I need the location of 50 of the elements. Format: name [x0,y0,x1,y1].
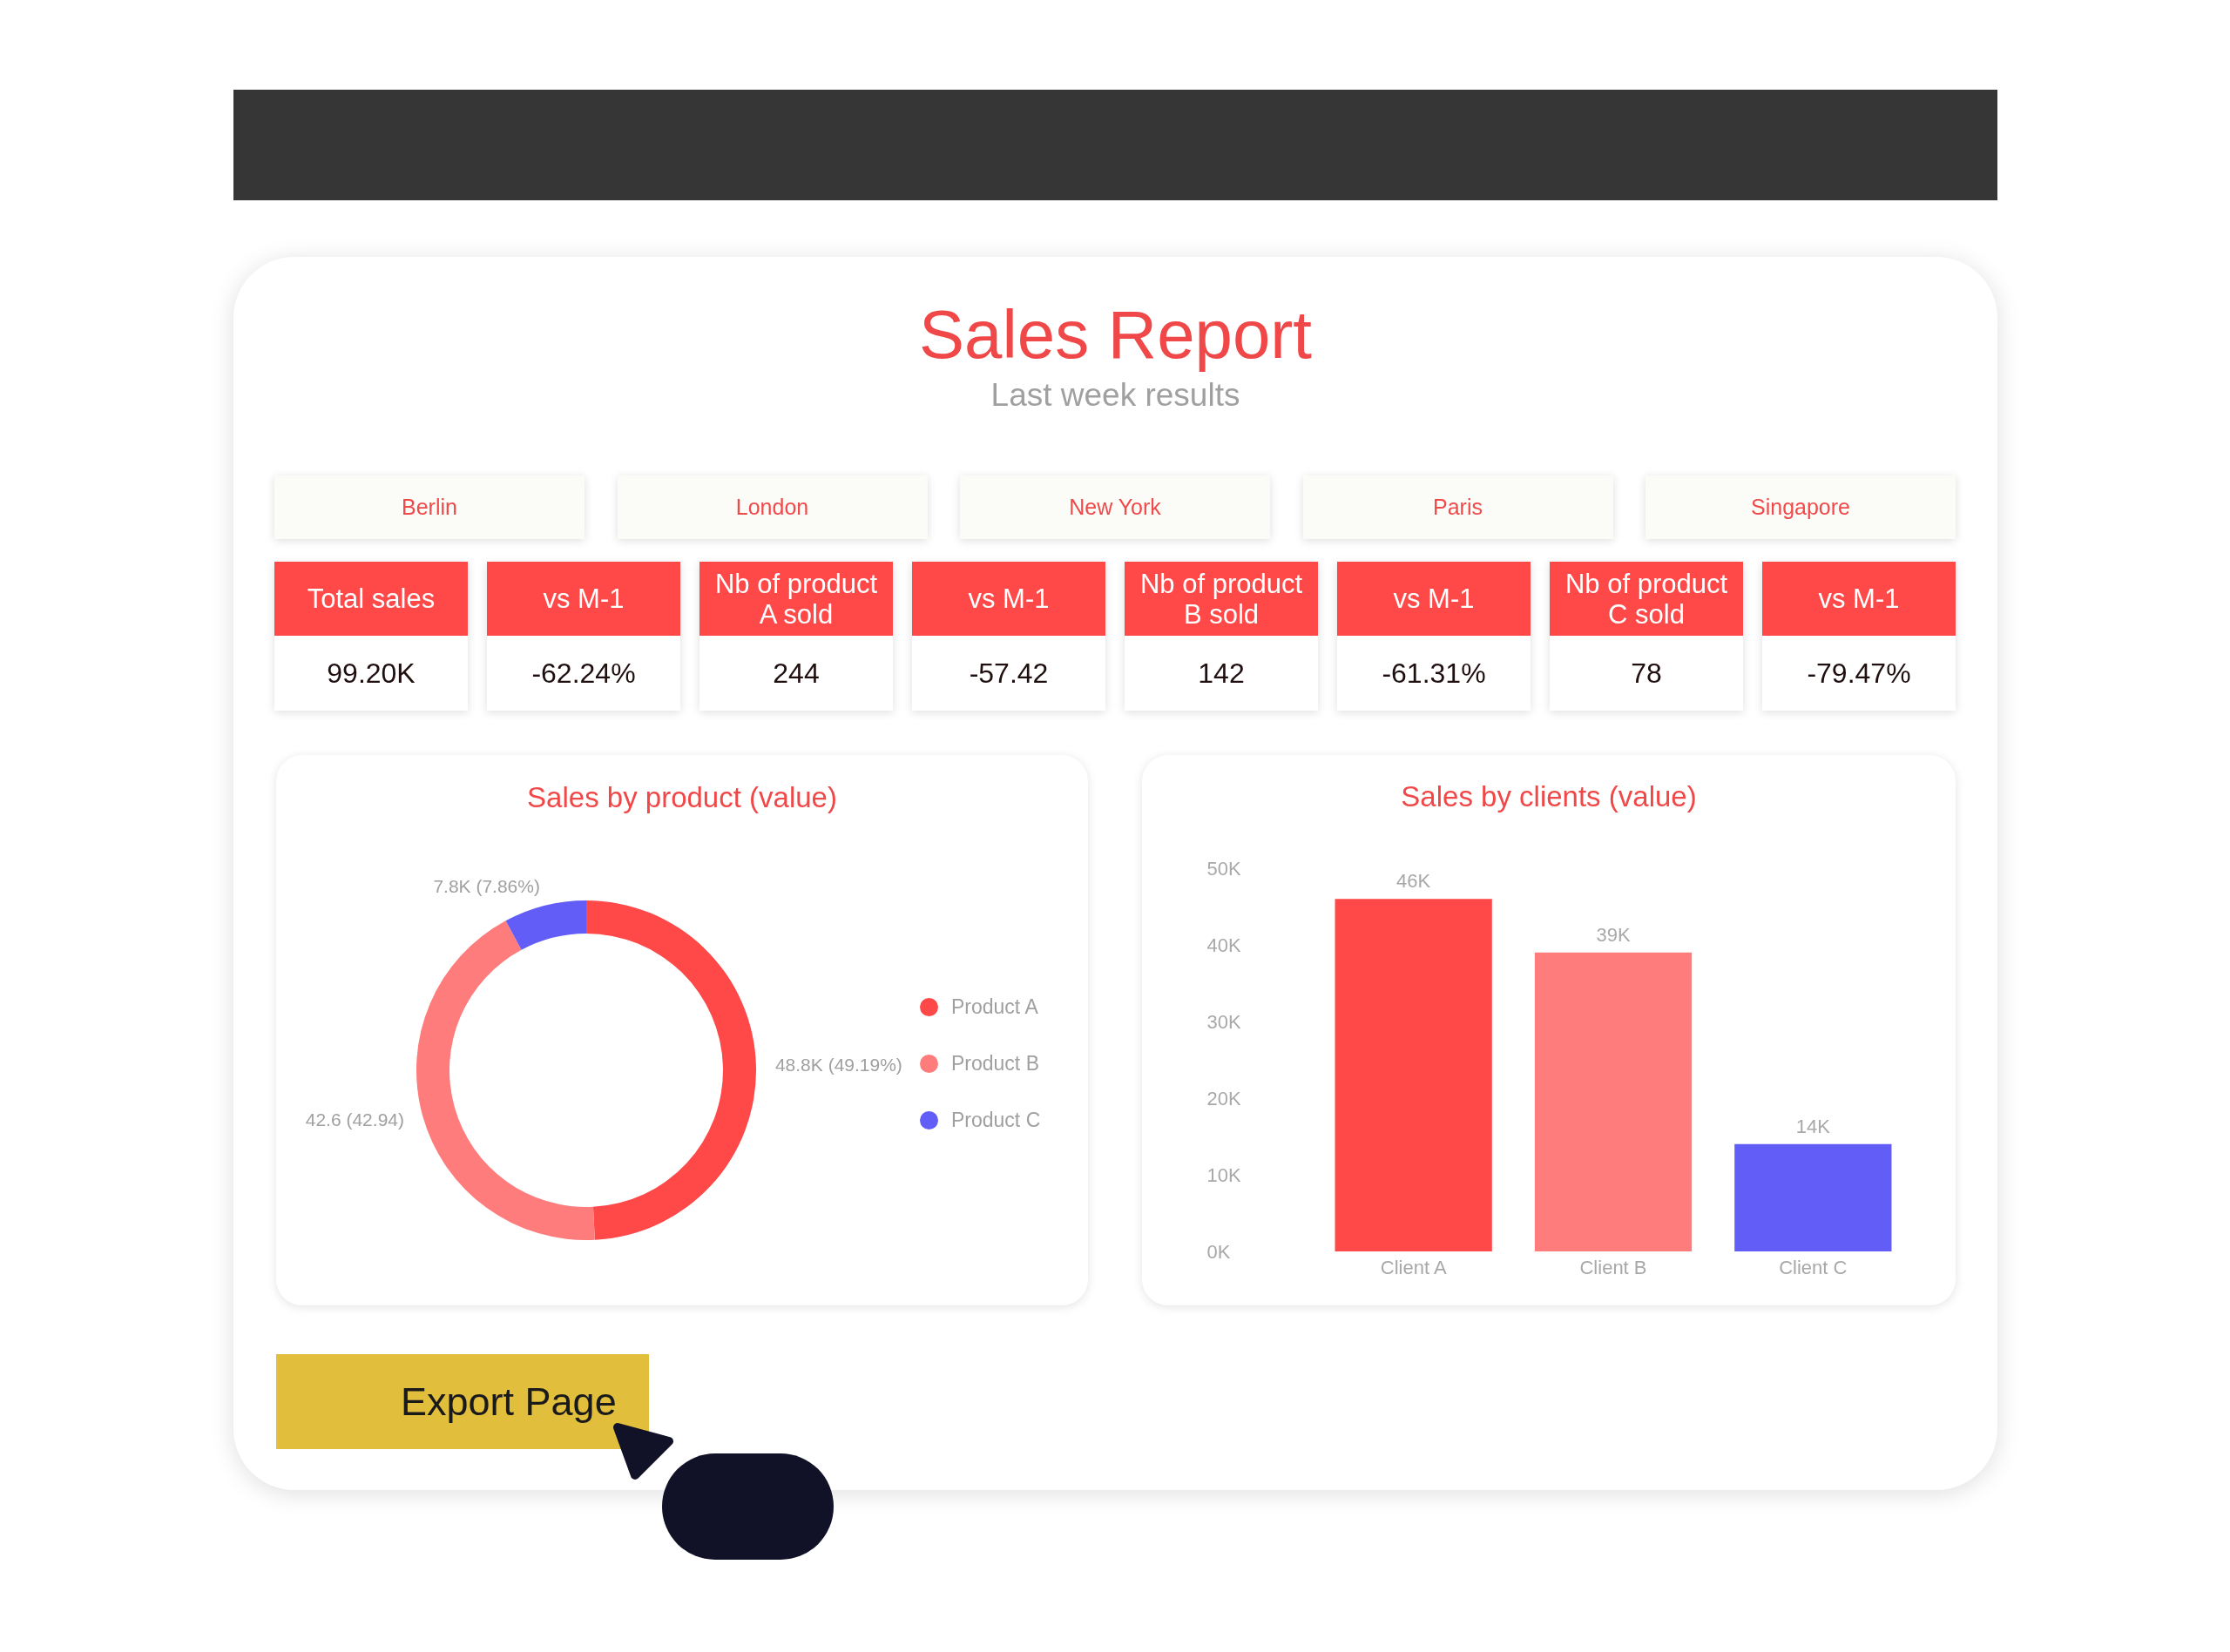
y-tick-label: 10K [1206,1163,1241,1186]
y-tick-label: 50K [1206,857,1241,880]
y-tick-label: 30K [1206,1010,1241,1033]
data-label: 14K [1795,1115,1831,1137]
text: 142 [1198,657,1245,690]
bar [1534,952,1693,1251]
x-tick-label: Client C [1779,1256,1848,1278]
tab[interactable]: Berlin [274,475,585,539]
text: 99.20K [327,657,416,690]
donut-slice [505,900,586,950]
text: -79.47% [1807,657,1911,690]
tab[interactable]: London [617,475,928,539]
donut-slice [416,920,595,1240]
text: Last week results [990,377,1241,413]
chart-title: Sales by product (value) [527,781,837,813]
text: vs M-1 [543,583,625,614]
text: vs M-1 [968,583,1050,614]
data-label: 39K [1596,923,1631,946]
text: vs M-1 [1818,583,1900,614]
y-tick-label: 20K [1206,1087,1241,1109]
x-tick-label: Client B [1579,1256,1647,1278]
tab[interactable]: Singapore [1645,475,1956,539]
data-label: 7.8K (7.86%) [433,875,540,896]
y-tick-label: 40K [1206,934,1241,956]
text: Sales Report [918,296,1313,373]
x-tick-label: Client A [1380,1256,1447,1278]
tab[interactable]: Paris [1302,475,1613,539]
chart-title: Sales by clients (value) [1401,780,1697,813]
data-label: 46K [1396,870,1431,893]
text: -62.24% [531,657,636,690]
text: Total sales [307,583,436,614]
legend-label: Product A [951,995,1039,1018]
y-tick-label: 0K [1206,1240,1231,1263]
donut-slice [586,900,756,1240]
bar [1734,1143,1892,1251]
text: 78 [1631,657,1662,690]
data-label: 42.6 (42.94) [305,1109,404,1130]
legend-label: Product C [951,1108,1041,1131]
text: vs M-1 [1393,583,1475,614]
text: -57.42 [969,657,1049,690]
tab[interactable]: New York [960,475,1270,539]
text: Nb of product C sold [1564,568,1729,630]
text: Nb of product A sold [713,568,879,630]
text: 244 [773,657,820,690]
bar [1335,899,1492,1251]
data-label: 48.8K (49.19%) [774,1054,902,1075]
text: -61.31% [1382,657,1486,690]
legend-label: Product B [951,1051,1039,1075]
export-button[interactable]: Export Page [276,1354,649,1449]
text: Nb of product B sold [1139,568,1304,630]
